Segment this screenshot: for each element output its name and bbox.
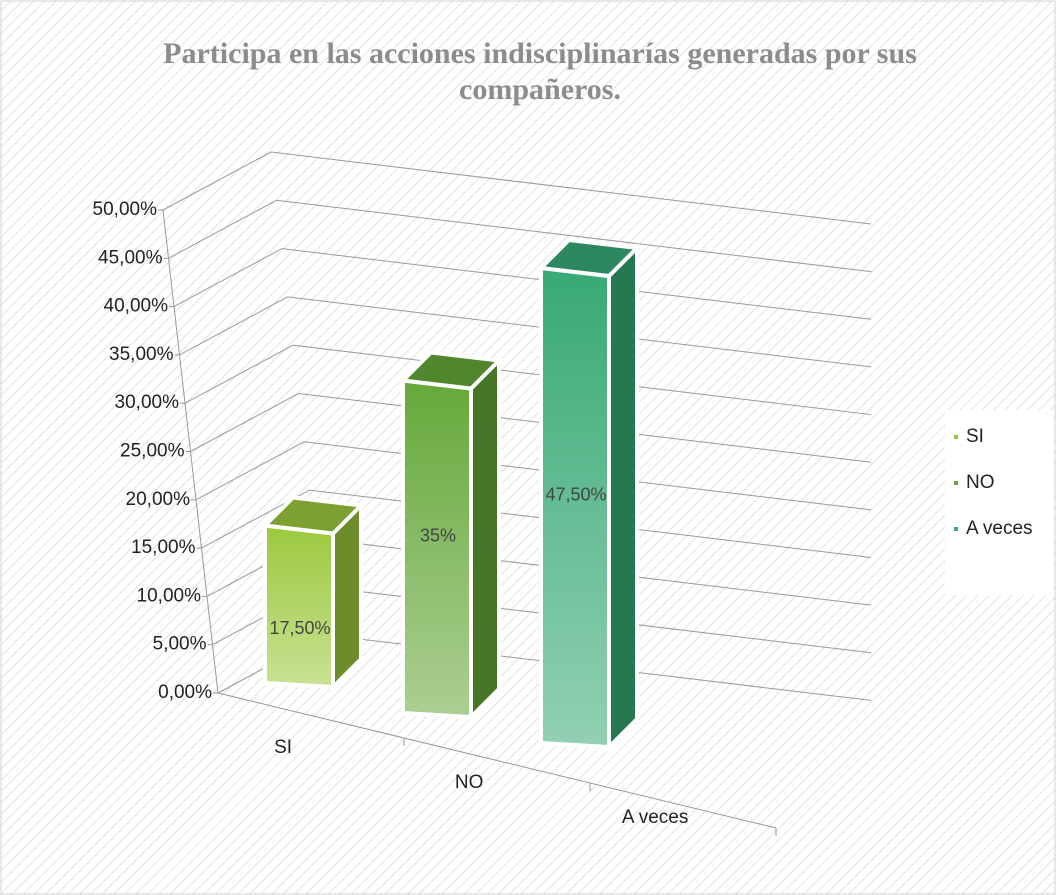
y-tick-label: 0,00% — [158, 682, 212, 703]
y-tick-label: 35,00% — [109, 344, 174, 365]
y-tick-label: 5,00% — [153, 634, 207, 655]
legend-label: SI — [966, 426, 984, 447]
legend-label: NO — [966, 472, 995, 493]
y-tick-label: 10,00% — [137, 585, 202, 606]
bar-front — [263, 523, 335, 690]
grid-line — [168, 199, 872, 273]
x-tick-label: A veces — [622, 807, 689, 828]
y-tick-label: 30,00% — [115, 392, 180, 413]
grid-line — [173, 248, 872, 320]
y-tick-label: 15,00% — [131, 537, 196, 558]
y-tick-label: 40,00% — [104, 296, 169, 317]
x-axis — [217, 692, 777, 829]
grid-line — [195, 441, 872, 511]
bar-front — [539, 265, 611, 750]
data-label: 47,50% — [545, 484, 606, 504]
legend-swatch — [954, 527, 958, 531]
grid-line — [179, 296, 872, 368]
y-axis — [162, 209, 219, 694]
legend-box — [945, 410, 1053, 595]
legend-swatch — [954, 481, 958, 485]
grid-line — [190, 392, 872, 463]
legend-swatch — [954, 435, 958, 439]
x-tick-label: SI — [274, 737, 292, 758]
legend-label: A veces — [966, 518, 1033, 539]
data-label: 35% — [420, 526, 456, 546]
grid-line — [201, 489, 872, 558]
bar-side — [469, 355, 501, 722]
grid-line — [162, 151, 872, 225]
bar-top — [536, 237, 642, 279]
y-tick-label: 50,00% — [93, 199, 158, 220]
y-tick-label: 45,00% — [98, 247, 163, 268]
y-tick-label: 20,00% — [126, 489, 191, 510]
grid-line — [184, 344, 872, 416]
bar-top — [260, 495, 366, 536]
x-tick-label: NO — [455, 772, 484, 793]
bar-front — [401, 378, 473, 720]
data-label: 17,50% — [269, 618, 330, 638]
bar-side — [331, 500, 363, 692]
bar-side — [607, 243, 639, 752]
chart-title: Participa en las acciones indisciplinarí… — [163, 37, 917, 106]
y-tick-label: 25,00% — [120, 441, 185, 462]
bar-top — [398, 350, 504, 391]
